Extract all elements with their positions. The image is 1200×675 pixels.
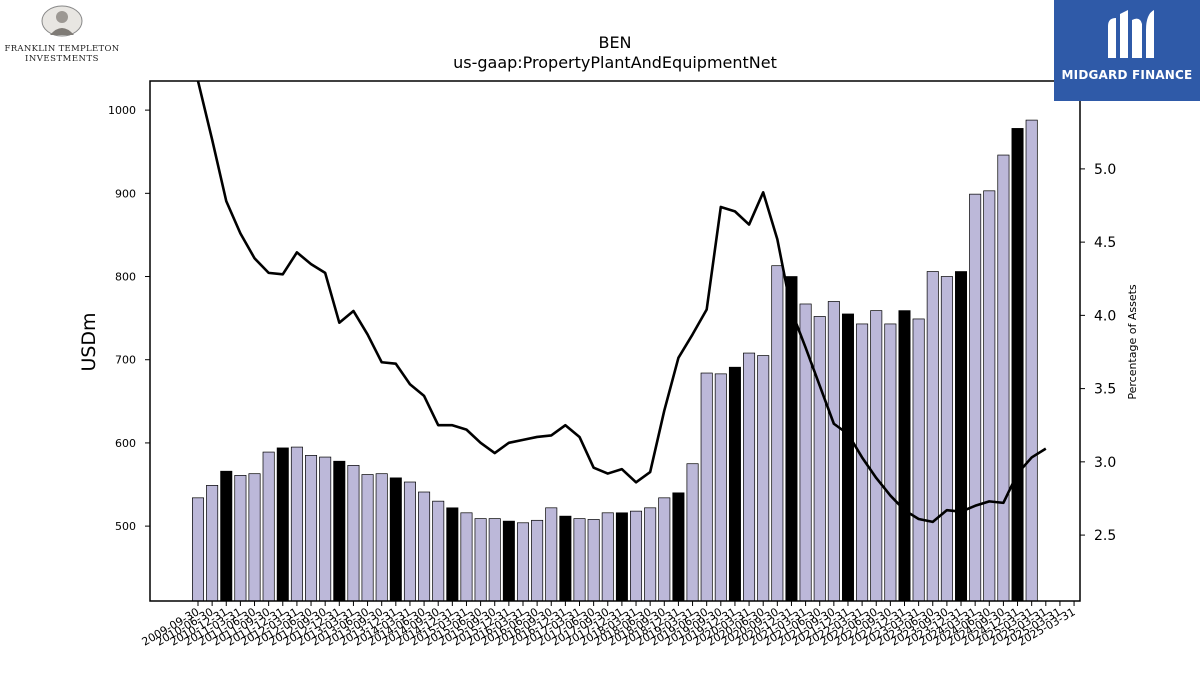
x-axis: 2009-09-302010-06-302010-12-312011-03-31… [140, 601, 1078, 649]
bar [262, 451, 275, 602]
franklin-templeton-logo: FRANKLIN TEMPLETON INVESTMENTS [4, 4, 120, 64]
y-tick-label: 700 [115, 354, 136, 367]
logo-left-line2: INVESTMENTS [25, 54, 99, 64]
bar [375, 473, 388, 602]
bar [940, 276, 953, 602]
bar [446, 507, 459, 602]
line-series [196, 81, 1047, 524]
bar [290, 446, 303, 602]
bar [686, 463, 699, 602]
bar [488, 518, 501, 602]
y-tick-label: 900 [115, 187, 136, 200]
chart-title: BEN [598, 33, 631, 52]
bar [531, 519, 544, 602]
chart-subtitle: us-gaap:PropertyPlantAndEquipmentNet [453, 53, 777, 72]
y-axis-label: USDm [78, 312, 100, 371]
bar [898, 310, 911, 602]
bar [545, 507, 558, 602]
bar [997, 154, 1010, 602]
portrait-seal-icon [41, 5, 83, 37]
y2-tick-label: 3.5 [1094, 382, 1116, 398]
y-axis: 500 600 700 800 900 1000 [108, 104, 150, 533]
y2-axis: 2.53.03.54.04.55.05.5 [1080, 89, 1116, 544]
bar [516, 522, 529, 602]
y-tick-label: 600 [115, 437, 136, 450]
bar [644, 507, 657, 602]
plot-frame [149, 80, 1081, 602]
bar [305, 455, 318, 602]
bar [192, 497, 205, 602]
bar [771, 265, 784, 602]
bar [615, 512, 628, 602]
bar [983, 190, 996, 602]
bar [884, 323, 897, 602]
bar [700, 372, 713, 602]
bar [601, 512, 614, 602]
y-tick-label: 1000 [108, 104, 136, 117]
bar [460, 512, 473, 602]
bar [785, 276, 798, 602]
bar [714, 373, 727, 602]
bar [1025, 119, 1038, 602]
midgard-finance-logo: MIDGARD FINANCE [1054, 0, 1200, 101]
bar [248, 473, 261, 602]
bar [955, 271, 968, 602]
bar [319, 456, 332, 602]
y2-tick-label: 2.5 [1094, 528, 1116, 544]
bar [432, 500, 445, 602]
bar [418, 491, 431, 602]
bar [361, 474, 374, 602]
y2-tick-label: 3.0 [1094, 455, 1116, 471]
y2-tick-label: 4.0 [1094, 308, 1116, 324]
bar [206, 485, 219, 602]
bar [234, 475, 247, 602]
bar-series [192, 119, 1038, 602]
bar [474, 518, 487, 602]
y-tick-label: 800 [115, 271, 136, 284]
bar [403, 481, 416, 602]
bar [813, 316, 826, 602]
y-tick-label: 500 [115, 520, 136, 533]
bar [347, 465, 360, 602]
logo-left-line1: FRANKLIN TEMPLETON [4, 44, 120, 54]
bar [757, 355, 770, 602]
logo-right-text: MIDGARD FINANCE [1061, 68, 1193, 82]
bar [587, 519, 600, 602]
bar [912, 318, 925, 602]
bar [502, 520, 515, 602]
y2-tick-label: 5.0 [1094, 162, 1116, 178]
bar [728, 366, 741, 602]
bar [573, 518, 586, 602]
bar [827, 301, 840, 602]
bar [841, 313, 854, 602]
line-path [196, 81, 1047, 524]
bar [743, 352, 756, 602]
bar [630, 510, 643, 602]
bar [870, 310, 883, 602]
bar [389, 477, 402, 602]
bar [658, 497, 671, 602]
y2-tick-label: 4.5 [1094, 235, 1116, 251]
bar [220, 470, 233, 602]
y2-axis-label: Percentage of Assets [1126, 284, 1139, 400]
bar [1011, 128, 1024, 602]
bar [926, 271, 939, 602]
bar [276, 447, 289, 602]
bar [672, 492, 685, 602]
bar [969, 193, 982, 602]
bar [333, 460, 346, 602]
bar [559, 515, 572, 602]
midgard-mark-icon [1108, 10, 1154, 59]
